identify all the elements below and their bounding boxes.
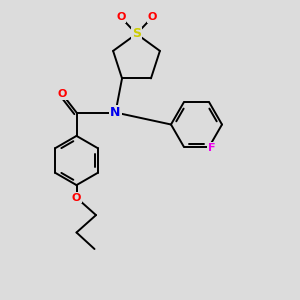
Text: O: O xyxy=(72,193,81,203)
Text: O: O xyxy=(57,89,67,99)
Text: F: F xyxy=(208,143,215,153)
Text: S: S xyxy=(132,27,141,40)
Text: O: O xyxy=(147,12,157,22)
Text: N: N xyxy=(110,106,121,119)
Text: O: O xyxy=(116,12,126,22)
